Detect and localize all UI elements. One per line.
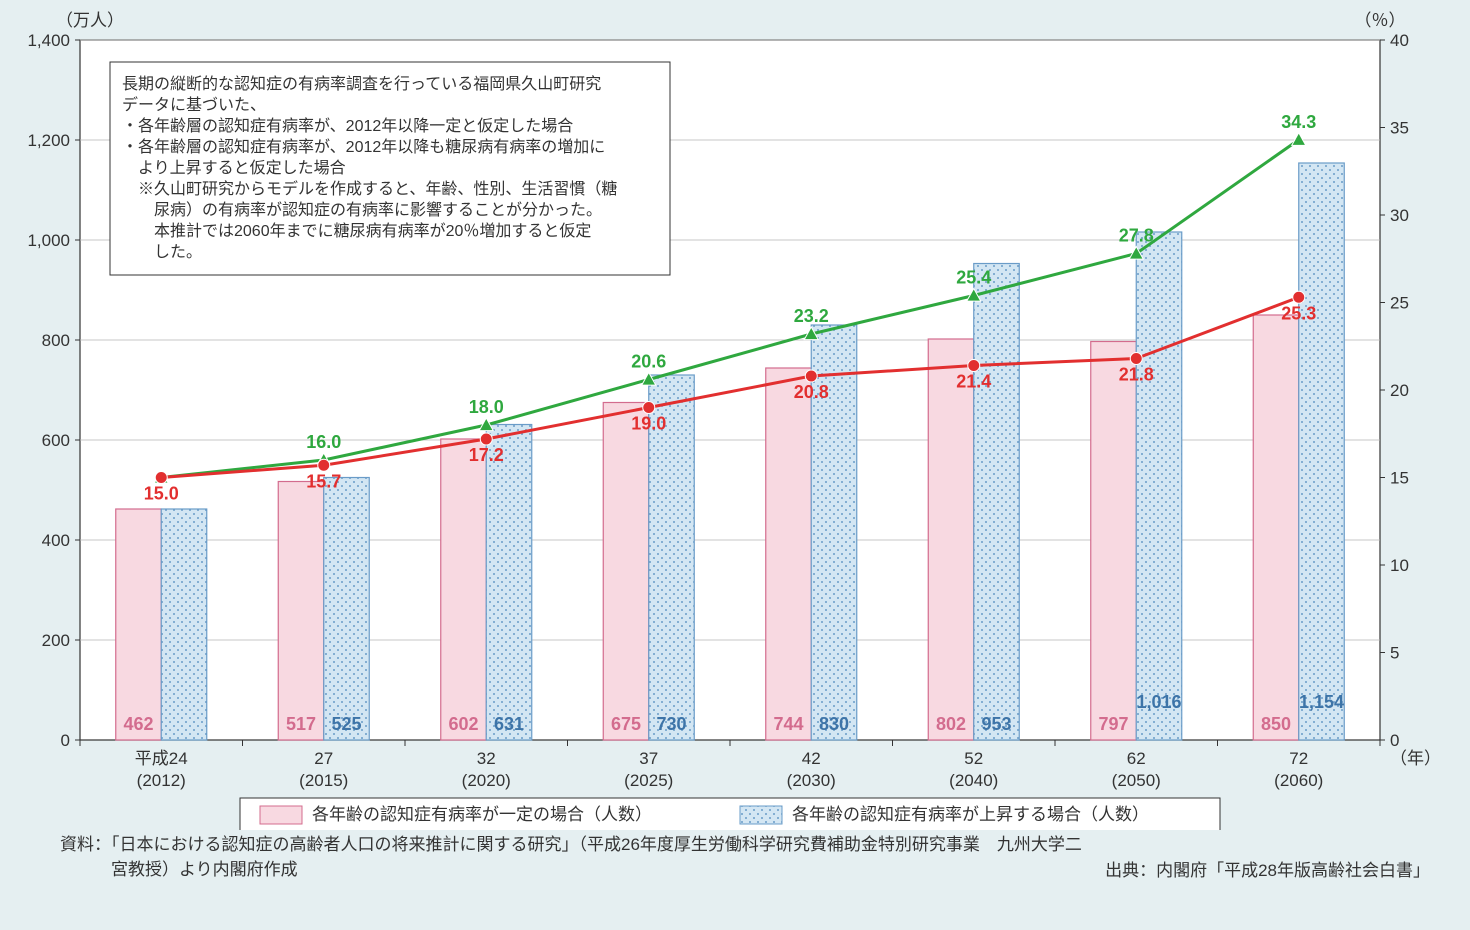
svg-text:400: 400: [42, 531, 70, 550]
svg-text:1,154: 1,154: [1299, 692, 1344, 712]
svg-text:27: 27: [314, 749, 333, 768]
svg-text:尿病）の有病率が認知症の有病率に影響することが分かった。: 尿病）の有病率が認知症の有病率に影響することが分かった。: [122, 201, 602, 219]
bar-increasing: [161, 509, 207, 740]
svg-text:20.8: 20.8: [794, 382, 829, 402]
svg-text:797: 797: [1098, 714, 1128, 734]
svg-text:17.2: 17.2: [469, 445, 504, 465]
svg-text:1,016: 1,016: [1136, 692, 1181, 712]
svg-text:（万人）: （万人）: [56, 11, 124, 30]
svg-text:23.2: 23.2: [794, 306, 829, 326]
svg-text:0: 0: [1390, 731, 1399, 750]
svg-text:37: 37: [639, 749, 658, 768]
svg-text:830: 830: [819, 714, 849, 734]
svg-text:27.8: 27.8: [1119, 226, 1154, 246]
svg-text:・各年齢層の認知症有病率が、2012年以降一定と仮定した場合: ・各年齢層の認知症有病率が、2012年以降一定と仮定した場合: [122, 117, 573, 135]
bar-constant: [116, 509, 162, 740]
svg-text:1,200: 1,200: [27, 131, 70, 150]
svg-text:・各年齢層の認知症有病率が、2012年以降も糖尿病有病率の増: ・各年齢層の認知症有病率が、2012年以降も糖尿病有病率の増加に: [122, 138, 605, 156]
bar-constant: [278, 482, 324, 741]
svg-text:20.6: 20.6: [631, 352, 666, 372]
bar-increasing: [324, 478, 370, 741]
svg-text:15: 15: [1390, 469, 1409, 488]
svg-text:15.7: 15.7: [306, 471, 341, 491]
svg-text:730: 730: [656, 714, 686, 734]
publication-credit: 出典：内閣府「平成28年版高齢社会白書」: [1105, 830, 1430, 881]
svg-text:長期の縦断的な認知症の有病率調査を行っている福岡県久山町研究: 長期の縦断的な認知症の有病率調査を行っている福岡県久山町研究: [122, 75, 601, 93]
svg-text:(2040): (2040): [949, 771, 998, 790]
svg-text:953: 953: [981, 714, 1011, 734]
svg-text:（年）: （年）: [1390, 749, 1441, 768]
svg-text:20: 20: [1390, 381, 1409, 400]
svg-text:19.0: 19.0: [631, 414, 666, 434]
svg-text:（％）: （％）: [1355, 11, 1406, 30]
svg-text:1,000: 1,000: [27, 231, 70, 250]
bar-increasing: [1136, 232, 1182, 740]
svg-text:40: 40: [1390, 31, 1409, 50]
svg-text:200: 200: [42, 631, 70, 650]
svg-text:25.3: 25.3: [1281, 303, 1316, 323]
svg-text:744: 744: [773, 714, 803, 734]
bar-constant: [766, 368, 812, 740]
svg-text:各年齢の認知症有病率が上昇する場合（人数）: 各年齢の認知症有病率が上昇する場合（人数）: [792, 805, 1149, 824]
bar-constant: [1091, 342, 1137, 741]
svg-text:(2020): (2020): [462, 771, 511, 790]
svg-text:35: 35: [1390, 119, 1409, 138]
svg-text:52: 52: [964, 749, 983, 768]
svg-text:10: 10: [1390, 556, 1409, 575]
svg-text:平成24: 平成24: [135, 749, 188, 768]
svg-text:(2025): (2025): [624, 771, 673, 790]
svg-text:30: 30: [1390, 206, 1409, 225]
svg-text:(2015): (2015): [299, 771, 348, 790]
svg-text:21.4: 21.4: [956, 372, 991, 392]
bar-increasing: [486, 425, 532, 741]
svg-text:602: 602: [448, 714, 478, 734]
svg-text:した。: した。: [122, 243, 202, 261]
dementia-projection-chart: 0 200 400 600 800 1,000 1,200 1,400 0 5 10 15 20 25 30…: [0, 0, 1470, 830]
svg-text:600: 600: [42, 431, 70, 450]
svg-text:34.3: 34.3: [1281, 112, 1316, 132]
svg-text:1,400: 1,400: [27, 31, 70, 50]
svg-text:32: 32: [477, 749, 496, 768]
bar-constant: [603, 403, 649, 741]
svg-text:42: 42: [802, 749, 821, 768]
svg-text:850: 850: [1261, 714, 1291, 734]
source-citation: 資料：「日本における認知症の高齢者人口の将来推計に関する研究」（平成26年度厚生…: [60, 830, 1082, 880]
svg-text:各年齢の認知症有病率が一定の場合（人数）: 各年齢の認知症有病率が一定の場合（人数）: [312, 805, 652, 824]
svg-text:25: 25: [1390, 294, 1409, 313]
svg-text:72: 72: [1289, 749, 1308, 768]
svg-text:(2030): (2030): [787, 771, 836, 790]
svg-text:675: 675: [611, 714, 641, 734]
svg-text:本推計では2060年までに糖尿病有病率が20％増加すると仮定: 本推計では2060年までに糖尿病有病率が20％増加すると仮定: [122, 222, 591, 240]
bar-increasing: [1299, 163, 1345, 740]
svg-text:25.4: 25.4: [956, 268, 991, 288]
svg-text:800: 800: [42, 331, 70, 350]
svg-text:(2050): (2050): [1112, 771, 1161, 790]
svg-text:より上昇すると仮定した場合: より上昇すると仮定した場合: [122, 159, 346, 177]
svg-text:517: 517: [286, 714, 316, 734]
svg-text:462: 462: [123, 714, 153, 734]
bar-increasing: [974, 264, 1020, 741]
bar-constant: [441, 439, 487, 740]
bar-constant: [1253, 315, 1299, 740]
svg-text:16.0: 16.0: [306, 432, 341, 452]
svg-text:※久山町研究からモデルを作成すると、年齢、性別、生活習慣（糖: ※久山町研究からモデルを作成すると、年齢、性別、生活習慣（糖: [122, 179, 617, 198]
svg-text:(2060): (2060): [1274, 771, 1323, 790]
svg-text:0: 0: [61, 731, 70, 750]
svg-text:15.0: 15.0: [144, 484, 179, 504]
svg-text:(2012): (2012): [137, 771, 186, 790]
svg-text:525: 525: [331, 714, 361, 734]
svg-text:18.0: 18.0: [469, 397, 504, 417]
svg-text:21.8: 21.8: [1119, 365, 1154, 385]
svg-text:データに基づいた、: データに基づいた、: [122, 95, 266, 114]
bar-constant: [928, 339, 974, 740]
svg-text:631: 631: [494, 714, 524, 734]
svg-text:802: 802: [936, 714, 966, 734]
svg-text:62: 62: [1127, 749, 1146, 768]
svg-text:5: 5: [1390, 644, 1399, 663]
